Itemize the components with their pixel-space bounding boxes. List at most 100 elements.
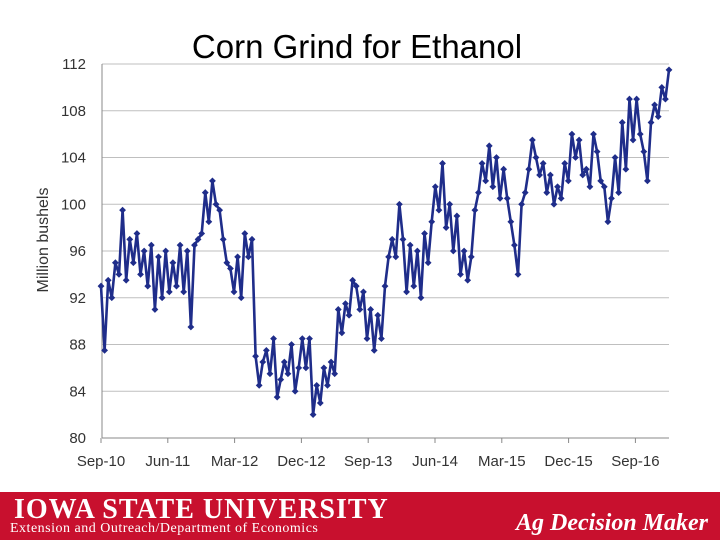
- data-point: [604, 218, 612, 226]
- data-point: [388, 235, 396, 243]
- data-point: [403, 288, 410, 296]
- data-point: [611, 154, 619, 161]
- data-point: [248, 235, 256, 243]
- data-point: [503, 195, 511, 202]
- data-point: [370, 346, 378, 354]
- data-point: [528, 136, 536, 144]
- data-point: [532, 154, 540, 161]
- y-tick-label: 84: [69, 383, 86, 400]
- data-point: [478, 159, 486, 167]
- data-point: [518, 200, 526, 208]
- data-point: [288, 341, 295, 348]
- data-point: [644, 177, 651, 185]
- data-point: [586, 183, 594, 191]
- data-point: [205, 218, 213, 226]
- data-point: [219, 235, 227, 243]
- data-point: [489, 183, 497, 191]
- data-point: [147, 241, 155, 249]
- data-point: [237, 294, 245, 302]
- data-point: [615, 189, 623, 196]
- data-point: [244, 253, 252, 261]
- data-point: [431, 183, 439, 191]
- data-point: [216, 206, 224, 214]
- data-point: [180, 288, 188, 296]
- y-tick-label: 100: [61, 196, 86, 213]
- data-point: [435, 206, 443, 214]
- data-point: [575, 136, 583, 144]
- data-point: [514, 270, 522, 278]
- data-point: [101, 346, 108, 354]
- data-point: [525, 165, 533, 173]
- data-point: [194, 235, 202, 243]
- y-tick-label: 108: [61, 103, 86, 120]
- data-point: [381, 282, 389, 290]
- data-point: [334, 306, 342, 313]
- data-point: [406, 241, 414, 249]
- data-point: [622, 165, 630, 173]
- x-tick-label: Sep-16: [611, 453, 659, 470]
- data-point: [640, 148, 648, 156]
- data-point: [399, 235, 407, 243]
- data-point: [306, 335, 313, 343]
- data-point: [119, 206, 126, 214]
- data-point: [442, 224, 450, 232]
- data-point: [554, 183, 561, 191]
- data-point: [647, 119, 655, 126]
- data-point: [144, 282, 152, 290]
- data-point: [349, 276, 357, 284]
- data-point: [582, 165, 590, 173]
- data-point: [449, 247, 457, 255]
- data-point: [331, 370, 339, 378]
- data-point: [662, 95, 669, 103]
- data-point: [413, 247, 421, 255]
- department-text: Extension and Outreach/Department of Eco…: [10, 521, 319, 536]
- x-tick-label: Dec-12: [277, 453, 325, 470]
- data-point: [151, 306, 159, 313]
- y-tick-label: 96: [69, 243, 86, 260]
- data-point: [493, 154, 500, 161]
- x-tick-label: Dec-15: [544, 453, 592, 470]
- data-point: [280, 358, 288, 366]
- data-point: [162, 247, 170, 255]
- data-point: [320, 364, 328, 372]
- data-point: [543, 189, 551, 196]
- data-point: [561, 159, 569, 167]
- chart: Corn Grind for Ethanol 80 84 88 92 96 100 104 1…: [35, 28, 673, 470]
- data-point: [636, 130, 644, 138]
- data-point: [155, 253, 162, 261]
- data-point: [410, 282, 418, 290]
- data-point: [298, 335, 306, 343]
- data-point: [453, 212, 461, 220]
- data-point: [496, 195, 504, 202]
- data-point: [176, 241, 184, 249]
- y-tick-label: 112: [62, 56, 86, 73]
- y-tick-label: 104: [61, 150, 86, 167]
- data-point: [223, 259, 231, 267]
- data-point: [111, 259, 119, 267]
- data-point: [626, 95, 633, 103]
- x-tick-label: Sep-13: [344, 453, 392, 470]
- x-tick-label: Sep-10: [77, 453, 125, 470]
- data-point: [173, 282, 180, 290]
- data-point: [446, 200, 454, 208]
- data-point: [262, 346, 270, 354]
- data-point: [597, 177, 605, 185]
- y-tick-label: 88: [69, 337, 86, 354]
- data-point: [198, 230, 206, 237]
- data-point: [600, 183, 608, 191]
- y-axis-ticks: 80 84 88 92 96 100 104 108 112: [61, 56, 86, 447]
- data-point: [252, 352, 259, 360]
- data-point: [227, 265, 234, 272]
- data-point: [108, 294, 116, 302]
- data-point: [428, 218, 436, 226]
- y-tick-label: 80: [69, 430, 86, 447]
- data-point: [187, 323, 195, 331]
- data-point: [374, 311, 382, 319]
- y-axis-title: Million bushels: [35, 188, 52, 293]
- x-tick-label: Jun-14: [412, 453, 458, 470]
- data-point: [140, 247, 148, 255]
- data-point: [97, 282, 105, 290]
- data-point: [273, 393, 281, 401]
- grid: [101, 63, 669, 439]
- data-point: [309, 411, 317, 419]
